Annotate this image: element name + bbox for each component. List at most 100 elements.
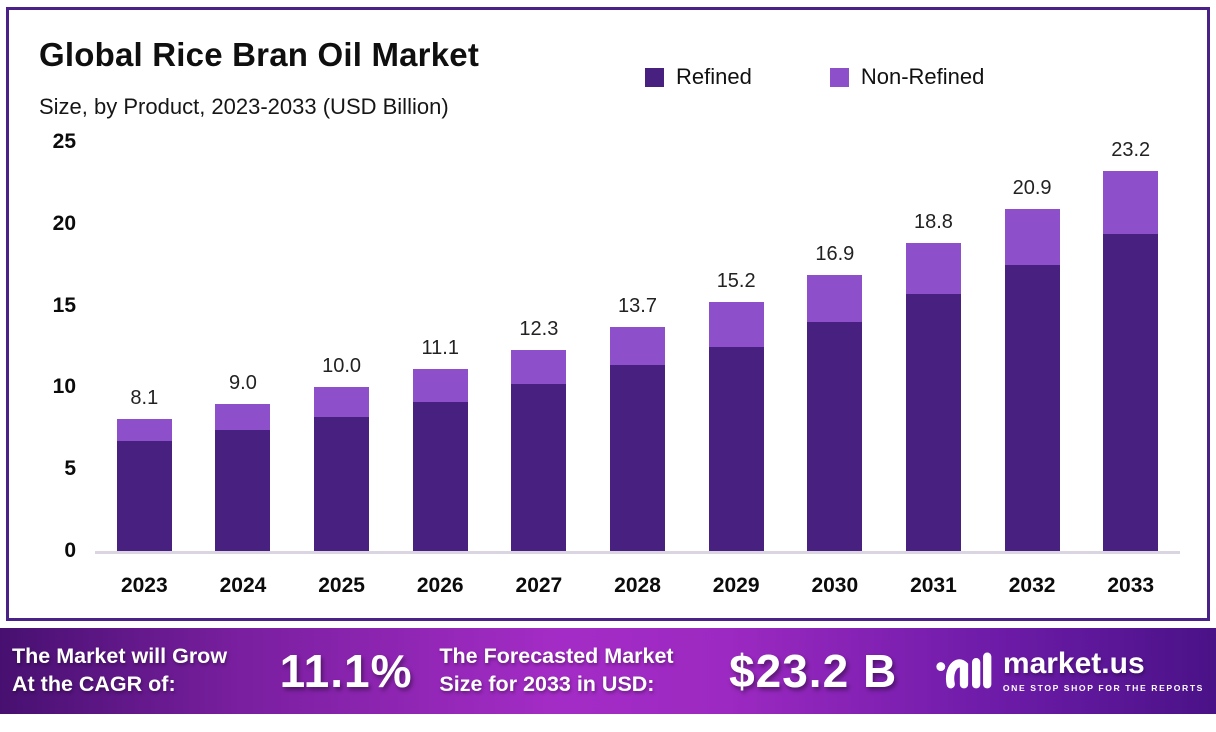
bar-total-label: 13.7 <box>618 294 657 317</box>
cagr-text-line2: At the CAGR of: <box>12 672 176 696</box>
segment-refined <box>1004 264 1060 551</box>
x-tick-label: 2027 <box>515 574 563 597</box>
bar-column-2030: 16.9 <box>785 142 884 551</box>
segment-refined <box>215 429 271 551</box>
bar-column-2032: 20.9 <box>983 142 1082 551</box>
segment-refined <box>116 441 172 551</box>
bar-column-2023: 8.1 <box>95 142 194 551</box>
stacked-bar <box>511 349 567 551</box>
legend-label: Non-Refined <box>860 64 985 89</box>
bar-total-label: 9.0 <box>229 371 257 394</box>
stacked-bar <box>412 369 468 551</box>
segment-refined <box>905 294 961 551</box>
x-tick-label: 2032 <box>1008 574 1056 597</box>
logo-tagline: ONE STOP SHOP FOR THE REPORTS <box>1002 683 1205 693</box>
segment-refined <box>314 416 370 551</box>
y-tick-label: 20 <box>52 211 76 235</box>
legend-item-refined: Refined <box>645 64 752 90</box>
bar-column-2028: 13.7 <box>588 142 687 551</box>
segment-non-refined <box>116 418 172 442</box>
forecast-text-line2: Size for 2033 in USD: <box>439 672 655 696</box>
x-tick-label: 2023 <box>120 574 168 597</box>
stacked-bar <box>215 403 271 551</box>
y-tick-label: 5 <box>64 457 76 481</box>
x-tick-label: 2026 <box>416 574 464 597</box>
bar-column-2033: 23.2 <box>1081 139 1180 551</box>
segment-non-refined <box>215 403 271 430</box>
segment-non-refined <box>905 243 961 295</box>
page-title: Global Rice Bran Oil Market <box>39 36 480 73</box>
segment-non-refined <box>412 369 468 403</box>
segment-refined <box>610 364 666 551</box>
bar-total-label: 16.9 <box>815 242 855 265</box>
x-tick-label: 2024 <box>219 574 267 597</box>
y-tick-label: 0 <box>64 539 76 562</box>
non-refined-swatch-icon <box>829 67 849 87</box>
segment-refined <box>412 402 468 551</box>
bar-total-label: 12.3 <box>519 317 559 340</box>
legend-item-non-refined: Non-Refined <box>829 64 985 90</box>
segment-non-refined <box>1004 209 1060 265</box>
y-tick-label: 25 <box>52 130 76 153</box>
bar-plot: 8.1 9.0 10.0 11.1 12.3 13.7 15.2 16.9 18.8 20.9 23… <box>95 139 1180 551</box>
forecast-text: The Forecasted Market Size for 2033 in U… <box>439 643 723 699</box>
bar-total-label: 23.2 <box>1111 139 1151 162</box>
x-tick-label: 2025 <box>318 574 365 597</box>
bar-column-2029: 15.2 <box>687 142 786 551</box>
stacked-bar <box>314 387 370 551</box>
stacked-bar <box>1103 171 1159 551</box>
segment-refined <box>1103 233 1159 551</box>
bar-total-label: 11.1 <box>421 337 459 360</box>
segment-refined <box>807 321 863 551</box>
cagr-text-line1: The Market will Grow <box>12 644 228 669</box>
x-tick-label: 2030 <box>811 574 859 597</box>
y-axis: 25 20 15 10 5 0 <box>24 0 76 732</box>
stacked-bar <box>905 243 961 551</box>
cagr-value: 11.1% <box>279 645 413 697</box>
bar-column-2024: 9.0 <box>194 142 293 551</box>
stacked-bar <box>116 418 172 551</box>
stacked-bar <box>1004 209 1060 551</box>
segment-non-refined <box>314 387 370 417</box>
y-tick-label: 15 <box>52 293 76 317</box>
x-tick-label: 2033 <box>1107 574 1155 597</box>
stacked-bar <box>610 326 666 551</box>
bar-column-2026: 11.1 <box>391 142 490 551</box>
x-tick-label: 2031 <box>910 574 957 597</box>
segment-non-refined <box>807 274 863 322</box>
refined-swatch-icon <box>645 67 664 87</box>
segment-refined <box>708 346 764 551</box>
legend-label: Refined <box>676 64 752 89</box>
cagr-text: The Market will Grow At the CAGR of: <box>12 643 280 699</box>
bar-column-2025: 10.0 <box>292 142 391 551</box>
stacked-bar <box>807 274 863 551</box>
stacked-bar <box>708 302 764 551</box>
bar-column-2027: 12.3 <box>490 142 589 551</box>
logo-text: market.us ONE STOP SHOP FOR THE REPORTS <box>1002 647 1205 694</box>
segment-non-refined <box>708 302 764 347</box>
forecast-text-line1: The Forecasted Market <box>439 644 674 669</box>
market-us-logo-icon <box>936 652 992 689</box>
x-axis-line <box>95 551 1180 554</box>
bar-column-2031: 18.8 <box>884 142 983 551</box>
summary-banner: The Market will Grow At the CAGR of: 11.… <box>0 628 1216 714</box>
segment-refined <box>511 384 567 551</box>
x-tick-label: 2028 <box>614 574 661 597</box>
logo-name: market.us <box>1002 647 1145 680</box>
bar-total-label: 18.8 <box>913 211 953 234</box>
x-axis-labels: 2023 2024 2025 2026 2027 2028 2029 2030 2031 2032… <box>95 574 1180 598</box>
segment-non-refined <box>1103 171 1159 234</box>
chart-legend: Refined Non-Refined <box>645 64 984 90</box>
market-us-logo: market.us ONE STOP SHOP FOR THE REPORTS <box>935 649 1204 693</box>
bar-total-label: 8.1 <box>130 386 159 409</box>
page-subtitle: Size, by Product, 2023-2033 (USD Billion… <box>39 94 449 119</box>
segment-non-refined <box>511 349 567 385</box>
bar-total-label: 15.2 <box>716 270 756 293</box>
x-tick-label: 2029 <box>712 574 760 597</box>
y-tick-label: 10 <box>52 375 76 399</box>
segment-non-refined <box>610 326 666 365</box>
bar-total-label: 10.0 <box>322 355 362 378</box>
bar-total-label: 20.9 <box>1012 177 1052 200</box>
forecast-value: $23.2 B <box>729 645 898 697</box>
